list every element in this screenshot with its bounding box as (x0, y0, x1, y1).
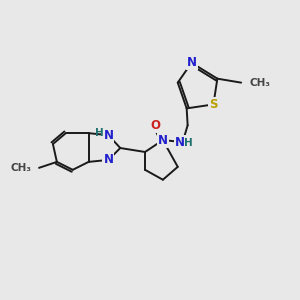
Text: N: N (158, 134, 168, 147)
Text: H: H (95, 128, 104, 138)
Text: CH₃: CH₃ (249, 78, 270, 88)
Text: O: O (150, 119, 160, 132)
Text: N: N (175, 136, 185, 148)
Text: CH₃: CH₃ (10, 163, 31, 173)
Text: N: N (103, 153, 113, 167)
Text: H: H (184, 138, 193, 148)
Text: S: S (209, 98, 218, 111)
Text: N: N (103, 129, 113, 142)
Text: N: N (187, 56, 196, 69)
